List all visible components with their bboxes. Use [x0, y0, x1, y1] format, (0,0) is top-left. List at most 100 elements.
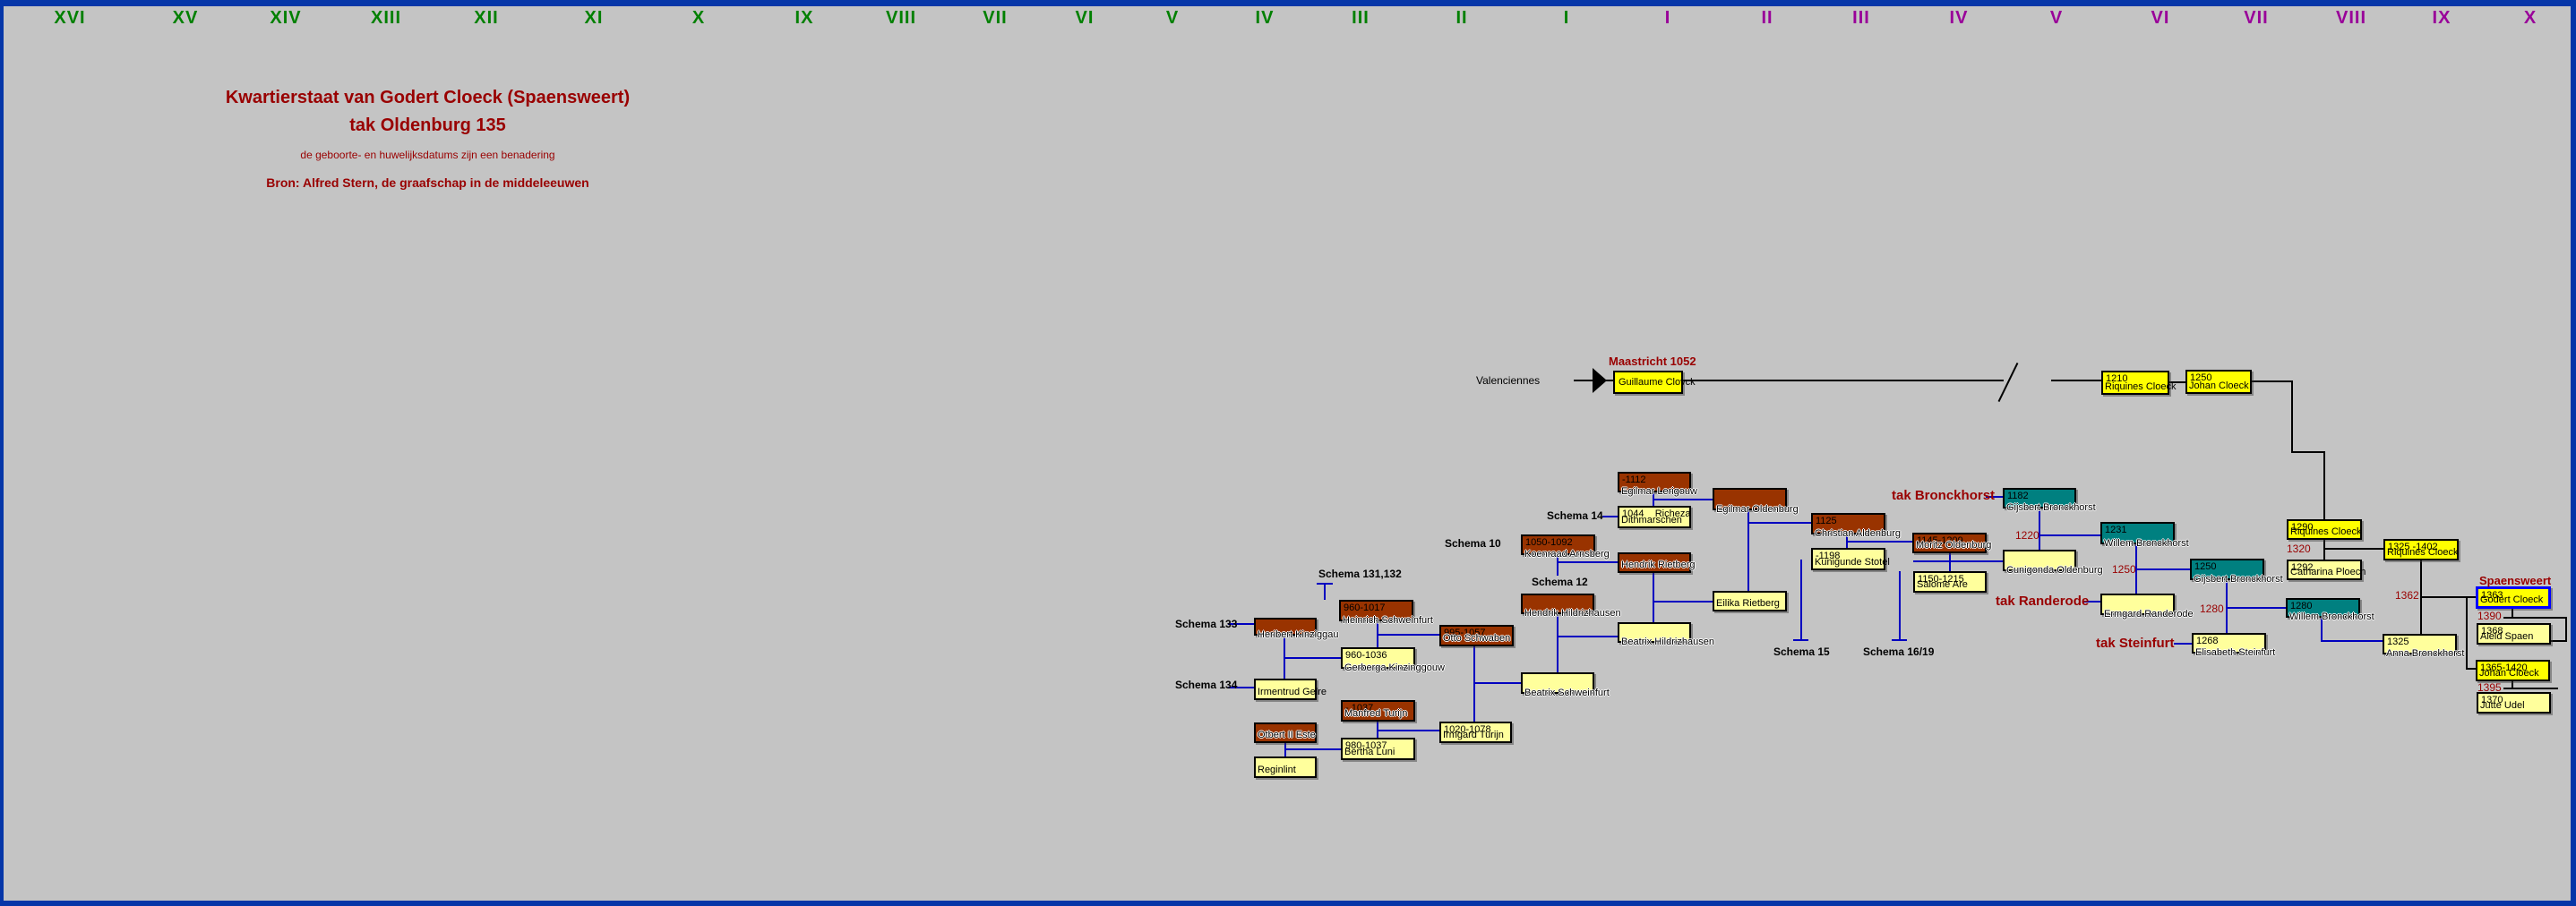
- person-box-willem-bronckhorst-1231[interactable]: 1231 Willem Bronckhorst: [2100, 522, 2189, 549]
- black-connector-line: [2323, 548, 2383, 550]
- person-box-irmentrud-gelre[interactable]: Irmentrud Gelre: [1254, 679, 1327, 700]
- blue-connector-line: [1324, 583, 1326, 600]
- label-schema-12[interactable]: Schema 12: [1532, 576, 1588, 588]
- label-schema-16-19[interactable]: Schema 16/19: [1863, 645, 1935, 658]
- person-name: Reginlint: [1258, 765, 1296, 775]
- person-box-irmgard-turijn[interactable]: 1020-1078 Irmgard Turijn: [1439, 722, 1512, 743]
- label-schema-134[interactable]: Schema 134: [1175, 679, 1238, 691]
- person-box-godert-cloeck-1363[interactable]: 1363 Godert Cloeck: [2476, 586, 2551, 609]
- person-box-anna-bronckhorst-1325[interactable]: 1325 Anna Bronckhorst: [2383, 634, 2464, 659]
- label-spaensweert[interactable]: Spaensweert: [2479, 574, 2552, 587]
- blue-connector-line: [1653, 499, 1713, 500]
- person-box-riquines-cloeck-1210[interactable]: 1210 Riquines Cloeck: [2101, 371, 2176, 395]
- blue-connector-line: [2039, 509, 2040, 550]
- blue-connector-line: [1377, 730, 1439, 731]
- person-box-otbert-ii-este[interactable]: Otbert II Este: [1254, 722, 1317, 743]
- person-box-beatrix-schweinfurt[interactable]: Beatrix Schweinfurt: [1521, 672, 1610, 698]
- person-box-ermgard-randerode[interactable]: Ermgard Randerode: [2100, 594, 2194, 620]
- person-box-otto-schwaben[interactable]: 995-1057 Otto Schwaben: [1439, 625, 1514, 646]
- person-name: Beatrix Hildrizhausen: [1621, 637, 1714, 647]
- person-box-aleid-spaen-1368[interactable]: 1368 Aleid Spaen: [2477, 623, 2551, 645]
- person-box-hendrik-hildrizhausen[interactable]: Hendrik Hildrizhausen: [1521, 594, 1621, 619]
- person-box-hendrik-rietberg[interactable]: Hendrik Rietberg: [1618, 552, 1696, 573]
- person-box-beatrix-hildrizhausen[interactable]: Beatrix Hildrizhausen: [1618, 622, 1714, 647]
- label-valenciennes: Valenciennes: [1476, 374, 1541, 387]
- person-name: Manfred Turijn: [1344, 708, 1408, 719]
- person-box-reginlint[interactable]: Reginlint: [1254, 756, 1317, 778]
- person-box-moritz-oldenburg[interactable]: 1145-1209 Moritz Oldenburg: [1912, 533, 1991, 553]
- person-box-egilmar-oldenburg[interactable]: Egilmar Oldenburg: [1713, 488, 1799, 515]
- person-box-heinrich-schweinfurt[interactable]: 960-1017 Heinrich Schweinfurt: [1339, 600, 1433, 626]
- person-years: 1325 -1402: [2388, 542, 2438, 552]
- blue-connector-line: [1747, 510, 1749, 591]
- person-years: -1198: [1816, 551, 1841, 561]
- blue-connector-line: [1653, 601, 1713, 603]
- person-name: Gijsbert Bronckhorst: [2194, 574, 2283, 585]
- person-years: 1231: [2105, 525, 2127, 535]
- person-box-guillaume-clovck[interactable]: Guillaume Clovck: [1613, 371, 1696, 394]
- chart-subtitle: tak Oldenburg 135: [349, 115, 506, 135]
- person-years: 1280: [2290, 601, 2313, 611]
- label-year-1395: 1395: [2477, 681, 2502, 694]
- person-years: 1325: [2387, 637, 2409, 647]
- person-years: 960-1036: [1345, 650, 1387, 661]
- black-connector-line: [2051, 380, 2101, 381]
- person-name: Johan Cloeck: [2479, 668, 2539, 679]
- person-box-richeza-dithmarschen[interactable]: 1044 Richeza Dithmarschen: [1618, 506, 1691, 528]
- blue-connector-line: [2039, 534, 2100, 536]
- generation-numeral-green-ii: II: [1455, 8, 1468, 28]
- black-connector-line: [1606, 380, 1613, 381]
- blue-connector-line: [2135, 568, 2190, 570]
- person-box-gerberga-kinzinggouw[interactable]: 960-1036 Gerberga Kinzinggouw: [1341, 647, 1445, 673]
- person-box-riquines-cloeck-1325[interactable]: 1325 -1402 Riquines Cloeck: [2383, 539, 2459, 560]
- person-box-johan-cloeck-1250[interactable]: 1250 Johan Cloeck: [2185, 370, 2252, 394]
- person-box-cunigonda-oldenburg[interactable]: Cunigonda Oldenburg: [2003, 550, 2103, 576]
- person-years: 1365-1420: [2480, 662, 2528, 673]
- person-years: 995-1057: [1444, 628, 1486, 638]
- person-name: Elisabeth Steinfurt: [2195, 647, 2276, 658]
- person-box-salome-are[interactable]: 1150-1215 Salome Are: [1913, 571, 1987, 593]
- label-year-1390: 1390: [2477, 610, 2502, 622]
- person-years: - 1037: [1345, 703, 1374, 714]
- person-box-gijsbert-bronckhorst-1250[interactable]: 1250 Gijsbert Bronckhorst: [2190, 559, 2283, 585]
- generation-numeral-green-viii: VIII: [885, 8, 917, 28]
- person-box-johan-cloeck-1365[interactable]: 1365-1420 Johan Cloeck: [2476, 660, 2550, 681]
- generation-numeral-green-xvi: XVI: [54, 8, 86, 28]
- person-box-koenraad-arnsberg[interactable]: 1050-1092 Koenraad Arnsberg: [1521, 534, 1610, 560]
- person-box-heribert-kinziggau[interactable]: Heribert Kinziggau: [1254, 618, 1339, 640]
- label-year-1250: 1250: [2112, 563, 2136, 576]
- generation-numeral-purple-viii: VIII: [2335, 8, 2367, 28]
- person-box-manfred-turijn[interactable]: - 1037 Manfred Turijn: [1341, 700, 1415, 722]
- flow-arrow-icon: [1593, 368, 1607, 393]
- label-tak-steinfurt[interactable]: tak Steinfurt: [2096, 636, 2175, 651]
- person-name: Koenraad Arnsberg: [1524, 549, 1610, 560]
- label-schema-14[interactable]: Schema 14: [1547, 509, 1603, 522]
- person-box-bertha-luni[interactable]: 980-1037 Bertha Luni: [1341, 738, 1415, 760]
- generation-numeral-green-v: V: [1165, 8, 1180, 28]
- blue-connector-line: [2082, 601, 2100, 603]
- person-box-kunigunde-stotel[interactable]: -1198 Kunigunde Stotel: [1811, 548, 1890, 570]
- person-name: Beatrix Schweinfurt: [1524, 688, 1610, 698]
- label-tak-randerode[interactable]: tak Randerode: [1996, 594, 2090, 609]
- person-box-gijsbert-bronckhorst-1182[interactable]: 1182 Gijsbert Bronckhorst: [2003, 488, 2096, 513]
- blue-connector-line: [1653, 573, 1654, 622]
- person-box-christian-aldenburg[interactable]: 1125 Christian Aldenburg: [1811, 513, 1901, 539]
- label-tak-bronckhorst[interactable]: tak Bronckhorst: [1892, 488, 1996, 503]
- person-name: Gijsbert Bronckhorst: [2006, 502, 2096, 513]
- label-schema-133[interactable]: Schema 133: [1175, 618, 1238, 630]
- label-schema-10[interactable]: Schema 10: [1445, 537, 1501, 550]
- person-box-eilika-rietberg[interactable]: Eilika Rietberg: [1713, 591, 1787, 611]
- label-schema-15[interactable]: Schema 15: [1773, 645, 1830, 658]
- person-box-elisabeth-steinfurt-1268[interactable]: 1268 Elisabeth Steinfurt: [2192, 633, 2275, 658]
- person-box-catharina-ploech-1292[interactable]: 1292 Catharina Ploech: [2287, 560, 2366, 580]
- person-box-willem-bronckhorst-1280[interactable]: 1280 Willem Bronckhorst: [2286, 598, 2374, 622]
- person-box-jutte-udel-1370[interactable]: 1370 Jutte Udel: [2477, 692, 2551, 714]
- blue-connector-line: [1846, 541, 1912, 543]
- generation-numeral-green-iv: IV: [1255, 8, 1275, 28]
- person-box-egilmar-lerigouw[interactable]: -1112 Egilmar Lerigouw: [1618, 472, 1697, 497]
- blue-connector-line: [1473, 646, 1475, 722]
- person-box-riquines-cloeck-1290[interactable]: 1290 Riquines Cloeck: [2287, 519, 2362, 540]
- label-schema-131-132[interactable]: Schema 131,132: [1318, 568, 1402, 580]
- person-name: Johan Cloeck: [2189, 380, 2249, 391]
